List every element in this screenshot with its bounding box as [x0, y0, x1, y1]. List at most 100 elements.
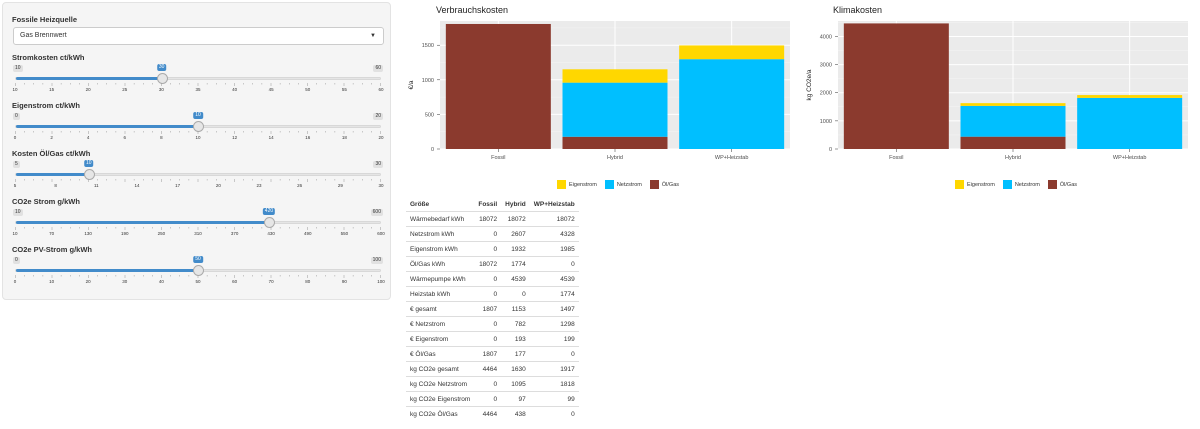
bar-eigenstrom [960, 103, 1066, 106]
table-row: € Netzstrom 0 782 1298 [406, 316, 579, 332]
input-panel: Fossile Heizquelle Gas Brennwert ▼ Strom… [2, 2, 391, 300]
table-cell: 18072 [501, 211, 530, 227]
y-tick-label: 1500 [422, 43, 434, 49]
slider-tick-label: 10 [49, 279, 55, 284]
x-tick-label: Fossil [491, 155, 505, 161]
slider-handle[interactable] [193, 121, 204, 132]
legend-item: Öl/Gas [1047, 180, 1077, 189]
heizquelle-select[interactable]: Gas Brennwert ▼ [13, 27, 384, 45]
slider-tick-label: 6 [123, 135, 127, 140]
slider-tick-label: 18 [341, 135, 347, 140]
table-header-cell: Hybrid [501, 198, 530, 212]
slider-3[interactable]: 10 600 420 10 70 130 190 250 310 370 430 490 550 600 [12, 208, 385, 245]
slider-handle[interactable] [83, 169, 95, 180]
chart-title-klimakosten: Klimakosten [833, 5, 883, 15]
legend-key [604, 180, 614, 189]
slider-ticks [15, 275, 381, 278]
slider-1[interactable]: 0 20 10 0 2 4 6 8 10 12 14 16 18 20 [13, 112, 384, 149]
legend-item: Öl/Gas [649, 180, 680, 189]
chart-legend-verbrauchskosten: Eigenstrom Netzstrom Öl/Gas [557, 180, 687, 189]
table-cell: 782 [501, 316, 530, 332]
slider-min-label: 10 [13, 65, 23, 72]
slider-min-label: 5 [13, 161, 20, 168]
slider-value-label: 10 [193, 112, 203, 119]
slider-2[interactable]: 5 30 10 5 8 11 14 17 20 23 26 29 30 [13, 160, 384, 197]
table-cell: 4464 [474, 361, 502, 377]
slider-track[interactable]: 30 [15, 64, 381, 84]
slider-tick-label: 30 [158, 87, 164, 92]
slider-fill [16, 221, 269, 224]
table-cell: 1497 [529, 301, 579, 317]
slider-handle[interactable] [263, 217, 275, 228]
slider-tick-label: 80 [305, 279, 311, 284]
table-cell: 0 [474, 226, 502, 242]
legend-label: Öl/Gas [661, 181, 680, 188]
x-tick-label: WP+Heizstab [715, 155, 748, 161]
table-row: € gesamt 1807 1153 1497 [406, 301, 579, 317]
table-cell: 177 [501, 346, 530, 362]
table-row: € Eigenstrom 0 193 199 [406, 331, 579, 347]
slider-0[interactable]: 10 60 30 10 15 20 25 30 35 40 45 50 55 60 [12, 64, 384, 101]
bar-netzstrom [960, 105, 1066, 137]
table-cell: 1630 [501, 361, 530, 377]
table-cell: 2607 [501, 226, 530, 242]
slider-tick-label: 55 [341, 87, 347, 92]
table-row: € Öl/Gas 1807 177 0 [406, 346, 579, 362]
y-tick-label: 3000 [820, 63, 832, 69]
slider-label-3: CO2e Strom g/kWh [12, 197, 80, 206]
table-cell: € gesamt [406, 301, 475, 317]
table-cell: 438 [501, 406, 530, 421]
table-cell: 0 [474, 286, 502, 302]
slider-tick-label: 20 [85, 87, 91, 92]
results-table: Größe Fossil Hybrid WP+Heizstab Wärmebedarf… [406, 198, 579, 421]
slider-max-label: 100 [370, 257, 383, 264]
bar-eigenstrom [679, 45, 785, 60]
slider-tick-labels: 10 15 20 25 30 35 40 45 50 55 60 [12, 87, 383, 93]
slider-min-label: 10 [13, 209, 23, 216]
slider-track[interactable]: 10 [15, 112, 381, 132]
table-cell: 1985 [529, 241, 579, 257]
slider-fill [16, 77, 162, 80]
slider-min-label: 0 [13, 113, 20, 120]
slider-tick-label: 10 [195, 135, 201, 140]
slider-tick-labels: 0 10 20 30 40 50 60 70 80 90 100 [13, 279, 385, 285]
slider-handle[interactable] [156, 73, 168, 84]
slider-value-label: 420 [262, 208, 276, 215]
slider-max-label: 60 [373, 65, 383, 72]
slider-tick-label: 20 [215, 183, 221, 188]
legend-key [557, 180, 566, 189]
table-cell: 1807 [474, 301, 502, 317]
slider-track[interactable]: 10 [15, 160, 381, 180]
slider-tick-label: 40 [158, 279, 164, 284]
slider-track[interactable]: 420 [15, 208, 381, 228]
slider-tick-label: 8 [54, 183, 57, 188]
table-cell: 0 [529, 346, 579, 362]
table-cell: 99 [529, 391, 579, 407]
slider-label-1: Eigenstrom ct/kWh [12, 101, 80, 110]
slider-tick-label: 23 [256, 183, 262, 188]
bar-netzstrom [1077, 97, 1183, 149]
slider-tick-label: 0 [13, 279, 17, 284]
slider-tick-label: 30 [378, 183, 384, 188]
legend-item: Netzstrom [1002, 180, 1040, 189]
slider-tick-label: 90 [341, 279, 347, 284]
table-cell: Öl/Gas kWh [406, 256, 475, 272]
slider-track[interactable]: 50 [15, 256, 381, 276]
slider-tick-label: 370 [230, 231, 239, 236]
table-cell: Netzstrom kWh [406, 226, 475, 242]
slider-value-label: 30 [156, 64, 167, 71]
slider-handle[interactable] [193, 265, 204, 276]
slider-tick-label: 250 [157, 231, 166, 236]
table-cell: 1095 [501, 376, 530, 392]
table-cell: 1774 [529, 286, 579, 302]
y-tick-label: 500 [425, 112, 434, 118]
slider-min-label: 0 [13, 257, 20, 264]
table-cell: Wärmepumpe kWh [406, 271, 475, 287]
table-header-cell: Fossil [474, 198, 502, 212]
slider-4[interactable]: 0 100 50 0 10 20 30 40 50 60 70 80 90 100 [13, 256, 385, 293]
legend-key [955, 180, 964, 189]
table-cell: Heizstab kWh [406, 286, 475, 302]
table-row: kg CO2e gesamt 4464 1630 1917 [406, 361, 579, 377]
slider-tick-label: 14 [134, 183, 140, 188]
table-header-row: Größe Fossil Hybrid WP+Heizstab [406, 198, 579, 212]
